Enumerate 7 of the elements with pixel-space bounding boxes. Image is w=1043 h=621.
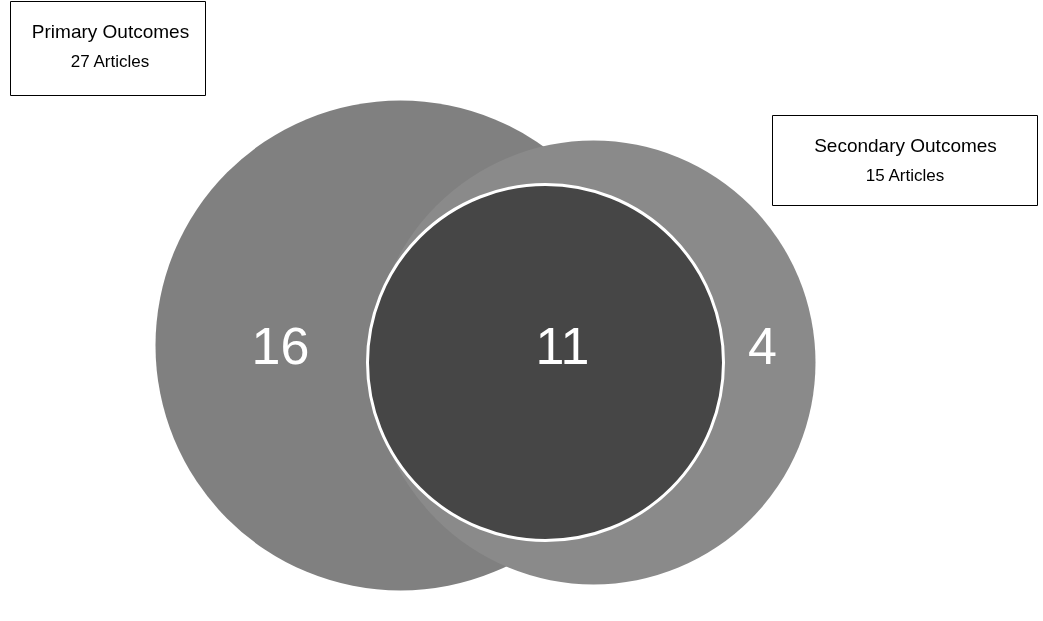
text: Primary Outcomes <box>31 21 190 42</box>
data-label: 11 <box>535 316 590 375</box>
text: Secondary Outcomes <box>814 135 997 156</box>
text: 27 Articles <box>70 52 150 71</box>
data-label: 16 <box>251 316 310 375</box>
data-label: 4 <box>748 316 777 375</box>
text: 15 Articles <box>865 166 945 185</box>
